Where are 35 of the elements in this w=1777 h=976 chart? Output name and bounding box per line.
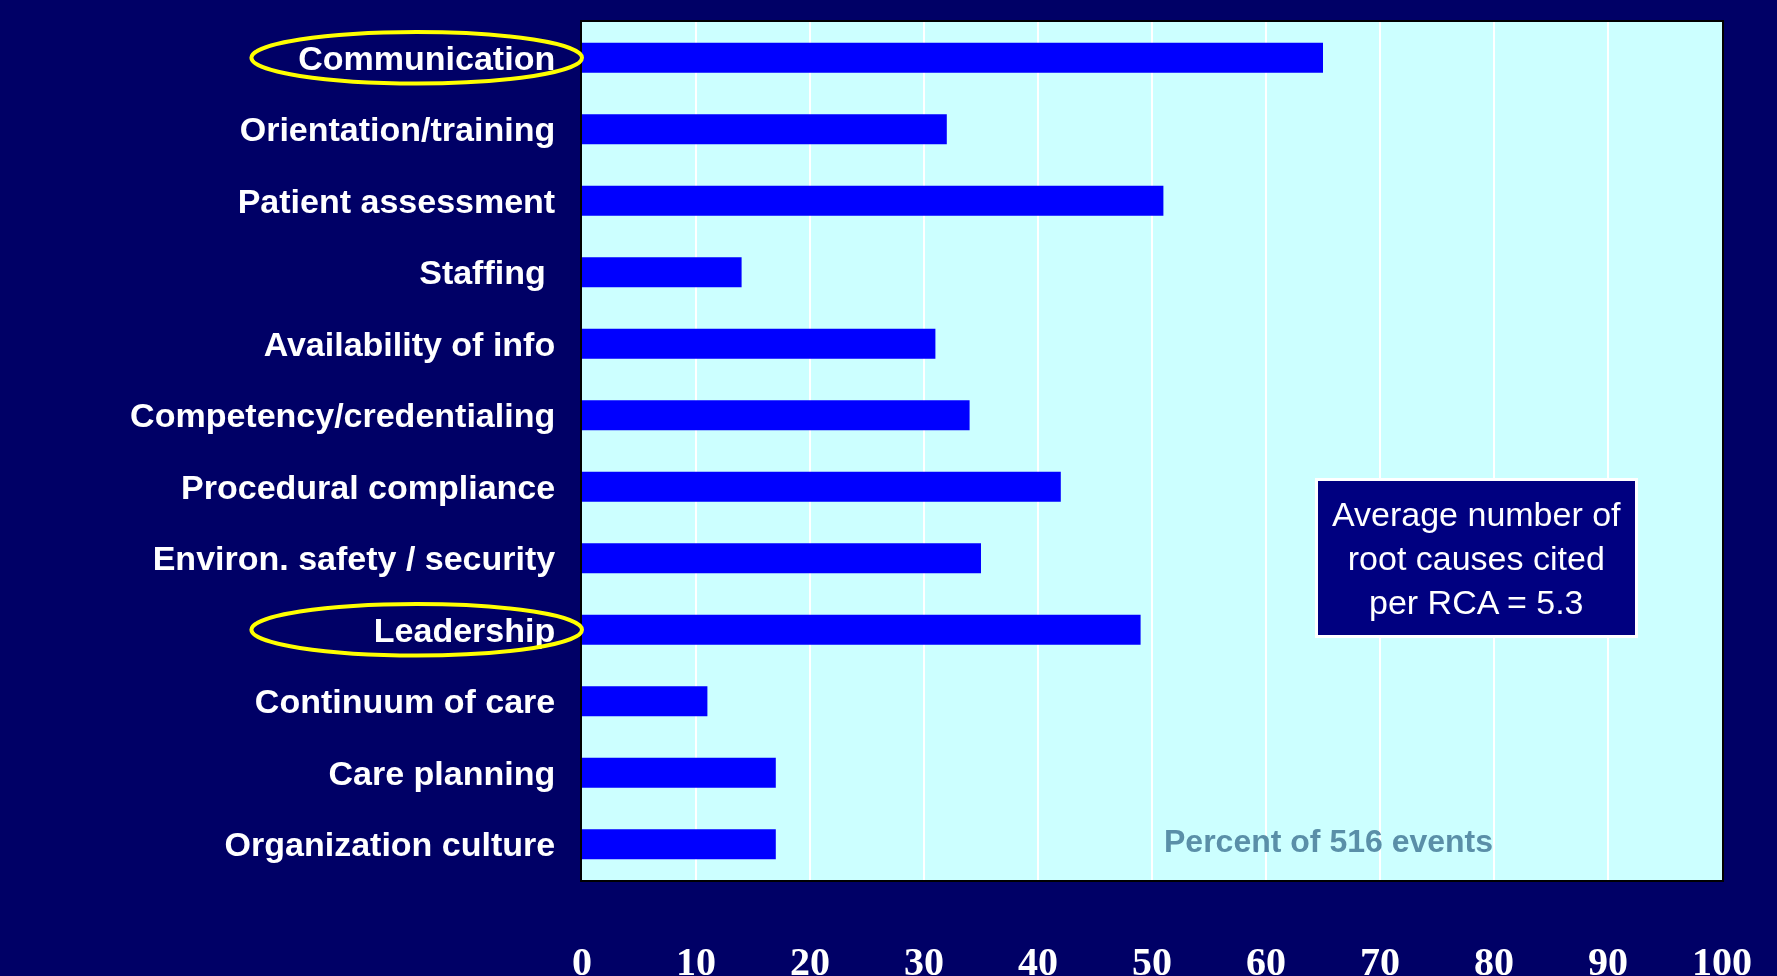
bar xyxy=(582,686,708,717)
y-tick-label: Procedural compliance xyxy=(181,467,556,506)
bar xyxy=(582,471,1061,502)
bar xyxy=(582,543,981,574)
annotation: Percent of 516 events xyxy=(1164,823,1494,859)
x-tick-label: 70 xyxy=(1360,939,1400,976)
bar xyxy=(582,185,1164,216)
bar xyxy=(582,114,947,145)
x-tick-label: 100 xyxy=(1692,939,1752,976)
y-tick-label: Leadership xyxy=(373,610,556,649)
bar xyxy=(582,400,970,431)
x-tick-label: 0 xyxy=(572,939,592,976)
x-tick-label: 90 xyxy=(1588,939,1628,976)
y-tick-label: Patient assessment xyxy=(237,181,556,220)
y-tick-label: Organization culture xyxy=(224,825,556,864)
x-tick-label: 10 xyxy=(676,939,716,976)
y-tick-label: Staffing xyxy=(419,253,556,292)
bar xyxy=(582,757,776,788)
x-tick-label: 80 xyxy=(1474,939,1514,976)
bar xyxy=(582,829,776,860)
x-tick-label: 50 xyxy=(1132,939,1172,976)
y-tick-label: Orientation/training xyxy=(239,110,556,149)
y-tick-label: Care planning xyxy=(328,753,556,792)
annotation: Average number of root causes cited per RCA = 5.3 xyxy=(1332,495,1622,622)
x-tick-label: 60 xyxy=(1246,939,1286,976)
y-tick-label: Availability of info xyxy=(263,324,556,363)
x-tick-label: 40 xyxy=(1018,939,1058,976)
y-tick-label: Continuum of care xyxy=(254,682,556,721)
y-tick-label: Competency/credentialing xyxy=(130,396,556,435)
bar xyxy=(582,328,936,359)
bar xyxy=(582,257,742,288)
x-tick-label: 30 xyxy=(904,939,944,976)
y-tick-label: Environ. safety / security xyxy=(152,539,556,578)
y-tick-label: Communication xyxy=(298,38,556,77)
x-tick-label: 20 xyxy=(790,939,830,976)
